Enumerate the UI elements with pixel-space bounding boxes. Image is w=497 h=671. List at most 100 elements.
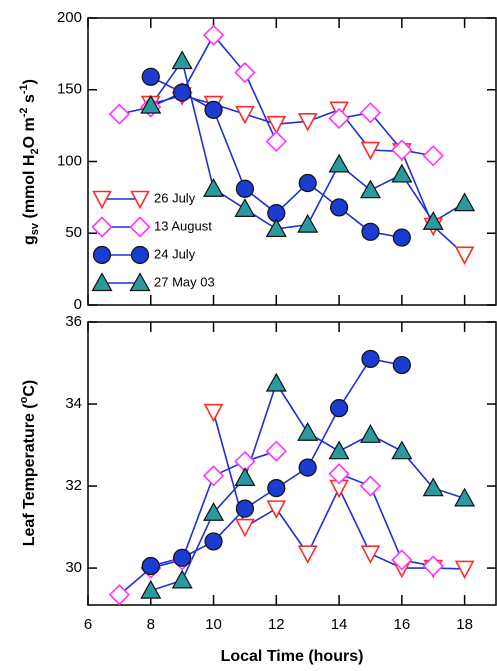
x-axis-label: Local Time (hours) xyxy=(221,648,364,665)
data-point xyxy=(359,102,382,124)
y-axis-label: gsv (mmol H2O m-2 s-1) xyxy=(18,79,41,245)
data-point xyxy=(265,130,287,153)
legend-label: 27 May 03 xyxy=(154,274,215,289)
y-label-part: (mmol H xyxy=(21,155,38,223)
x-tick-label: 14 xyxy=(331,616,348,633)
y-tick-label: 34 xyxy=(65,395,82,412)
y-tick-label: 30 xyxy=(65,559,82,576)
y-label-part: sv xyxy=(29,222,41,235)
data-point xyxy=(391,440,413,460)
data-point xyxy=(328,463,350,485)
legend-marker xyxy=(130,190,150,210)
data-point xyxy=(329,399,349,418)
x-tick-label: 8 xyxy=(147,616,155,633)
y-label-part: o xyxy=(18,396,30,403)
data-point xyxy=(202,24,225,46)
legend-marker xyxy=(91,216,113,238)
legend-marker xyxy=(92,190,112,210)
data-point xyxy=(141,67,160,86)
y-tick-label: 0 xyxy=(74,296,82,313)
data-point xyxy=(204,532,223,551)
y-label-part: s xyxy=(21,94,38,107)
y-tick-label: 150 xyxy=(57,81,82,98)
data-point xyxy=(422,211,444,230)
legend-marker xyxy=(92,245,112,265)
data-point xyxy=(392,228,411,247)
data-point xyxy=(140,579,162,599)
y-label-part: 2 xyxy=(29,148,41,154)
data-point xyxy=(298,173,317,193)
data-point xyxy=(171,50,193,70)
y-label-part: ) xyxy=(21,79,38,84)
x-tick-label: 18 xyxy=(456,616,473,633)
data-point xyxy=(454,192,476,212)
y-tick-label: 50 xyxy=(65,224,82,241)
data-point xyxy=(454,560,475,580)
x-tick-label: 12 xyxy=(268,616,285,633)
y-tick-label: 36 xyxy=(65,313,82,330)
legend-label: 24 July xyxy=(154,246,196,261)
y-label-part: C) xyxy=(21,380,38,397)
legend-label: 13 August xyxy=(154,218,212,233)
series-line xyxy=(118,450,434,596)
data-point xyxy=(234,467,256,486)
legend-label: 26 July xyxy=(154,190,196,205)
data-point xyxy=(204,100,223,119)
data-point xyxy=(173,548,192,567)
data-point xyxy=(359,179,381,199)
y-tick-label: 100 xyxy=(57,152,82,169)
data-point xyxy=(297,113,318,132)
data-point xyxy=(360,545,381,564)
legend-marker xyxy=(91,272,113,292)
data-point xyxy=(392,355,411,375)
data-point xyxy=(297,213,319,233)
data-point xyxy=(359,475,382,497)
data-point xyxy=(265,372,287,392)
legend-marker xyxy=(129,272,151,292)
data-point xyxy=(171,569,193,589)
data-point xyxy=(266,500,287,519)
legend-marker xyxy=(129,216,151,238)
data-point xyxy=(234,61,256,84)
data-point xyxy=(328,107,350,130)
y-label-part: Leaf Temperature ( xyxy=(21,403,38,547)
data-point xyxy=(422,145,444,167)
data-point xyxy=(203,403,224,423)
y-tick-label: 200 xyxy=(57,9,82,26)
data-point xyxy=(235,499,255,518)
data-point xyxy=(265,440,287,462)
data-point xyxy=(359,424,381,443)
data-point xyxy=(140,94,162,114)
y-label-part: g xyxy=(21,235,38,245)
data-point xyxy=(391,163,413,183)
data-point xyxy=(422,477,444,497)
data-point xyxy=(267,479,286,498)
data-point xyxy=(141,556,160,576)
y-label-part: O m xyxy=(21,117,38,148)
y-axis-label: Leaf Temperature (oC) xyxy=(18,380,38,546)
data-point xyxy=(108,584,131,606)
y-tick-label: 32 xyxy=(65,477,82,494)
series-line xyxy=(150,59,466,230)
data-point xyxy=(361,222,380,241)
data-point xyxy=(360,141,381,161)
x-tick-label: 10 xyxy=(205,616,222,633)
data-point xyxy=(202,465,225,487)
data-point xyxy=(361,349,380,369)
legend-marker xyxy=(130,245,150,265)
data-point xyxy=(173,83,192,102)
data-point xyxy=(235,518,255,538)
data-point xyxy=(328,440,350,460)
data-point xyxy=(297,545,318,564)
data-point xyxy=(235,179,255,198)
data-point xyxy=(234,198,256,217)
data-point xyxy=(235,105,255,125)
y-label-part: -1 xyxy=(18,84,30,94)
data-point xyxy=(265,218,287,238)
data-point xyxy=(203,178,225,197)
data-point xyxy=(454,246,475,265)
data-point xyxy=(298,458,317,477)
data-point xyxy=(422,555,444,577)
data-point xyxy=(454,487,476,507)
